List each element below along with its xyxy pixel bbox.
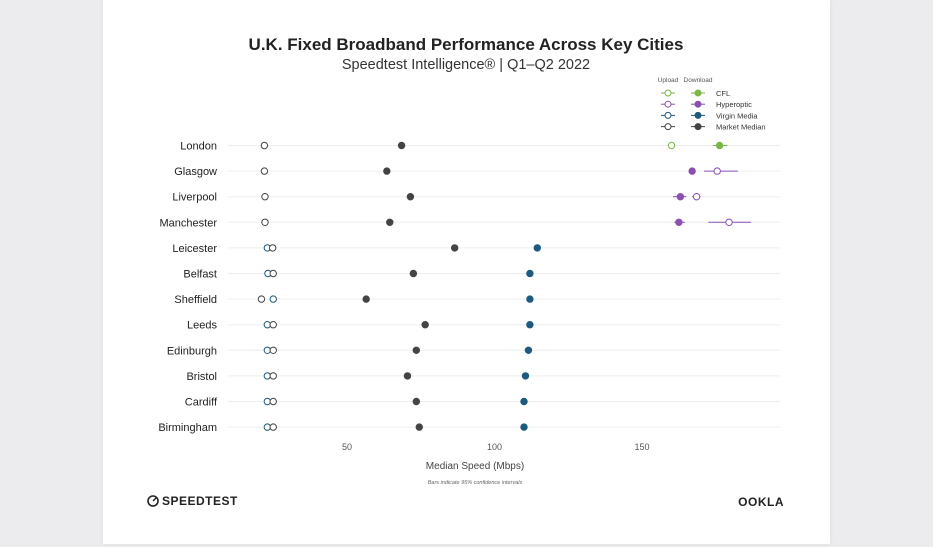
point-sheffield-virgin-media-upload: [269, 295, 277, 303]
x-tick-label: 100: [487, 442, 502, 452]
city-label-belfast: Belfast: [183, 269, 217, 281]
point-liverpool-hyperoptic-upload: [692, 193, 701, 201]
ookla-brand: OOKLA: [738, 495, 784, 509]
legend-download-marker: [694, 111, 702, 119]
point-liverpool-market-median-upload: [261, 193, 269, 201]
city-label-leicester: Leicester: [172, 243, 217, 255]
x-tick-label: 50: [342, 442, 352, 452]
point-london-cfl-upload: [667, 141, 676, 150]
city-label-leeds: Leeds: [187, 320, 217, 332]
legend-entry-virgin-media: Virgin Media: [661, 111, 758, 120]
point-liverpool-hyperoptic-download: [676, 193, 685, 201]
legend-download-marker: [694, 89, 702, 97]
chart-title: U.K. Fixed Broadband Performance Across …: [249, 35, 684, 54]
city-labels: London Glasgow Liverpool Manchester Leiceste…: [158, 141, 218, 435]
point-leicester-market-median-upload: [268, 244, 277, 252]
point-london-cfl-download: [715, 141, 724, 150]
point-manchester-hyperoptic-download: [675, 218, 683, 227]
x-axis-ticks: 50 100 150: [342, 442, 650, 452]
point-belfast-market-median-download: [409, 269, 418, 278]
x-axis-label: Median Speed (Mbps): [426, 461, 524, 472]
point-birmingham-market-median-upload: [269, 423, 277, 431]
ci-note: Bars indicate 95% confidence intervals: [428, 480, 523, 486]
legend-label: Virgin Media: [716, 111, 758, 120]
city-label-bristol: Bristol: [186, 371, 217, 383]
point-london-market-median-download: [397, 141, 406, 150]
speedtest-brand: SPEEDTEST: [162, 494, 238, 508]
point-sheffield-market-median-download: [362, 295, 370, 303]
point-birmingham-virgin-media-download: [520, 423, 528, 431]
point-leicester-market-median-download: [450, 244, 459, 252]
point-leeds-market-median-upload: [269, 321, 277, 329]
point-edinburgh-market-median-upload: [269, 346, 277, 354]
city-label-glasgow: Glasgow: [174, 166, 217, 178]
point-leicester-virgin-media-download: [533, 244, 541, 252]
point-leeds-market-median-download: [421, 321, 429, 329]
legend-download-marker: [694, 123, 702, 131]
point-sheffield-virgin-media-download: [526, 295, 534, 303]
chart-subtitle: Speedtest Intelligence® | Q1–Q2 2022: [342, 57, 590, 73]
point-leeds-virgin-media-download: [526, 321, 534, 329]
legend-entries: CFL Hyperoptic Virgin Media Market Median: [661, 89, 766, 132]
point-edinburgh-market-median-download: [412, 346, 421, 354]
point-cardiff-virgin-media-download: [520, 397, 528, 406]
chart-card: [103, 0, 830, 544]
legend-upload-marker: [664, 123, 672, 131]
point-manchester-market-median-download: [386, 218, 394, 227]
city-label-sheffield: Sheffield: [174, 294, 217, 306]
point-glasgow-market-median-download: [383, 167, 391, 175]
legend-download-heading: Download: [684, 77, 713, 84]
city-label-cardiff: Cardiff: [185, 397, 218, 409]
point-cardiff-market-median-download: [412, 397, 421, 406]
city-label-liverpool: Liverpool: [172, 192, 217, 204]
point-glasgow-market-median-upload: [260, 167, 269, 175]
legend-upload-marker: [664, 89, 672, 97]
speedtest-logo: SPEEDTEST: [147, 494, 238, 508]
point-liverpool-market-median-download: [406, 193, 415, 201]
point-cardiff-market-median-upload: [269, 397, 277, 406]
data-points: [257, 141, 733, 431]
point-glasgow-hyperoptic-download: [688, 167, 696, 175]
point-london-market-median-upload: [260, 141, 269, 150]
legend-label: CFL: [716, 89, 730, 98]
legend-upload-marker: [664, 111, 672, 119]
legend-label: Hyperoptic: [716, 100, 752, 109]
point-belfast-virgin-media-download: [526, 269, 534, 278]
point-bristol-market-median-upload: [269, 372, 277, 380]
point-manchester-market-median-upload: [261, 218, 269, 227]
city-label-london: London: [180, 141, 217, 153]
point-bristol-virgin-media-download: [521, 372, 530, 380]
city-label-edinburgh: Edinburgh: [167, 345, 217, 357]
legend-entry-cfl: CFL: [661, 89, 730, 98]
legend-label: Market Median: [716, 123, 766, 132]
point-bristol-market-median-download: [403, 372, 412, 380]
speedtest-needle-icon: [152, 497, 157, 502]
city-label-manchester: Manchester: [160, 217, 218, 229]
confidence-intervals: [672, 145, 752, 223]
x-tick-label: 150: [634, 442, 649, 452]
point-glasgow-hyperoptic-upload: [713, 167, 721, 175]
point-edinburgh-virgin-media-download: [524, 346, 533, 354]
legend-upload-heading: Upload: [658, 77, 679, 84]
legend-upload-marker: [664, 100, 672, 108]
point-belfast-market-median-upload: [269, 269, 277, 278]
legend-entry-hyperoptic: Hyperoptic: [661, 100, 752, 109]
legend-entry-market-median: Market Median: [661, 123, 766, 132]
point-birmingham-market-median-download: [415, 423, 423, 431]
point-sheffield-market-median-upload: [257, 295, 266, 303]
speedtest-gauge-icon: [147, 495, 159, 507]
legend-download-marker: [694, 100, 702, 108]
legend: Upload Download CFL Hyperoptic Virgin Medi…: [658, 77, 766, 132]
city-label-birmingham: Birmingham: [158, 422, 217, 434]
gridlines: [228, 145, 780, 428]
point-manchester-hyperoptic-upload: [725, 218, 733, 227]
